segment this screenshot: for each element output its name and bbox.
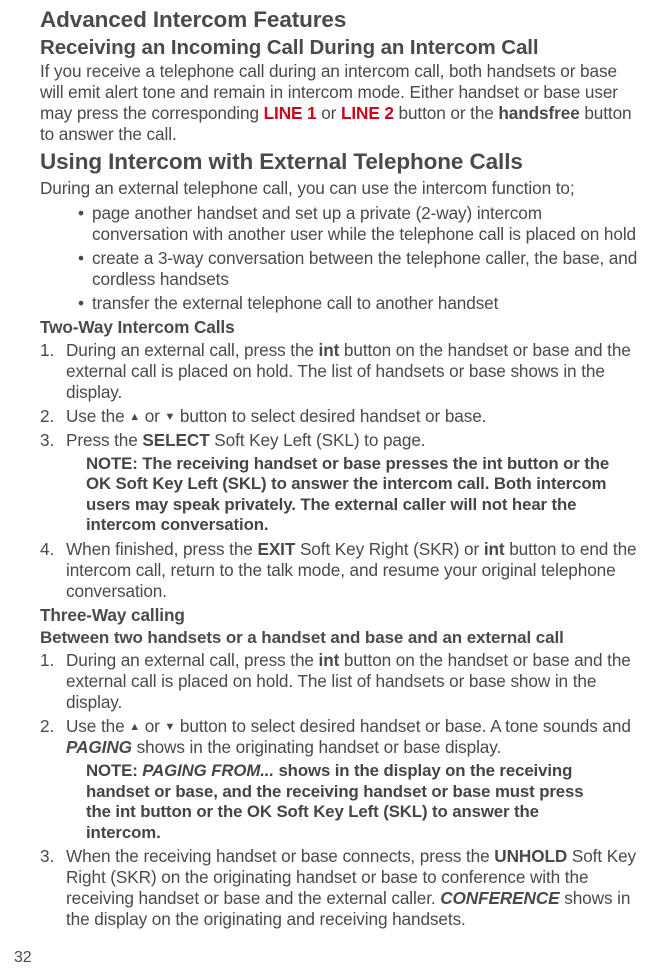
- list-item: 3.When the receiving handset or base con…: [40, 846, 639, 930]
- text: When finished, press the EXIT Soft Key R…: [66, 539, 639, 602]
- int-label: int: [319, 650, 340, 670]
- page-number: 32: [14, 948, 639, 968]
- up-arrow-icon: ▲: [129, 721, 140, 733]
- text: Press the: [66, 430, 142, 450]
- paging-label: PAGING: [66, 737, 132, 757]
- int-label: int: [484, 539, 505, 559]
- item-number: 1.: [40, 650, 66, 713]
- bullet-list: •page another handset and set up a priva…: [40, 203, 639, 314]
- text: button or the: [394, 103, 499, 123]
- page-title: Advanced Intercom Features: [40, 6, 639, 33]
- list-item: •transfer the external telephone call to…: [78, 293, 639, 314]
- select-label: SELECT: [142, 430, 209, 450]
- text: page another handset and set up a privat…: [92, 203, 639, 245]
- item-number: 2.: [40, 716, 66, 758]
- text: shows in the originating handset or base…: [132, 737, 501, 757]
- text: When the receiving handset or base conne…: [66, 846, 639, 930]
- down-arrow-icon: ▼: [164, 411, 175, 423]
- line2-label: LINE 2: [341, 103, 394, 123]
- numbered-list: 3.When the receiving handset or base con…: [40, 846, 639, 930]
- section-heading: Using Intercom with External Telephone C…: [40, 148, 639, 175]
- item-number: 4.: [40, 539, 66, 602]
- down-arrow-icon: ▼: [164, 721, 175, 733]
- text: transfer the external telephone call to …: [92, 293, 498, 314]
- list-item: 2.Use the ▲ or ▼ button to select desire…: [40, 716, 639, 758]
- text: Use the: [66, 716, 129, 736]
- text: During an external call, press the int b…: [66, 340, 639, 403]
- paragraph: If you receive a telephone call during a…: [40, 61, 639, 145]
- text: When the receiving handset or base conne…: [66, 846, 494, 866]
- text: NOTE:: [86, 761, 142, 780]
- note-block: NOTE: PAGING FROM... shows in the displa…: [40, 761, 639, 843]
- int-label: int: [319, 340, 340, 360]
- text: or: [317, 103, 341, 123]
- subsection-heading: Two-Way Intercom Calls: [40, 317, 639, 338]
- item-number: 3.: [40, 430, 66, 451]
- list-item: •create a 3-way conversation between the…: [78, 248, 639, 290]
- bullet-icon: •: [78, 293, 92, 314]
- text: create a 3-way conversation between the …: [92, 248, 639, 290]
- list-item: 1.During an external call, press the int…: [40, 340, 639, 403]
- text: Use the ▲ or ▼ button to select desired …: [66, 406, 486, 427]
- item-number: 1.: [40, 340, 66, 403]
- text: or: [140, 406, 164, 426]
- section-heading: Receiving an Incoming Call During an Int…: [40, 35, 639, 60]
- list-item: 3.Press the SELECT Soft Key Left (SKL) t…: [40, 430, 639, 451]
- text: Press the SELECT Soft Key Left (SKL) to …: [66, 430, 425, 451]
- item-number: 3.: [40, 846, 66, 930]
- text: Soft Key Right (SKR) or: [295, 539, 484, 559]
- text: Use the: [66, 406, 129, 426]
- bullet-icon: •: [78, 248, 92, 290]
- text: When finished, press the: [66, 539, 257, 559]
- numbered-list: 4.When finished, press the EXIT Soft Key…: [40, 539, 639, 602]
- item-number: 2.: [40, 406, 66, 427]
- note-block: NOTE: The receiving handset or base pres…: [40, 454, 639, 536]
- list-item: 1.During an external call, press the int…: [40, 650, 639, 713]
- manual-page: Advanced Intercom Features Receiving an …: [0, 0, 667, 976]
- up-arrow-icon: ▲: [129, 411, 140, 423]
- list-item: 2.Use the ▲ or ▼ button to select desire…: [40, 406, 639, 427]
- paging-from-label: PAGING FROM...: [142, 761, 274, 780]
- numbered-list: 1.During an external call, press the int…: [40, 340, 639, 451]
- conference-label: CONFERENCE: [440, 888, 559, 908]
- text: During an external call, press the: [66, 650, 319, 670]
- subsection-subheading: Between two handsets or a handset and ba…: [40, 628, 639, 649]
- subsection-heading: Three-Way calling: [40, 605, 639, 626]
- text: button to select desired handset or base…: [175, 406, 486, 426]
- line1-label: LINE 1: [264, 103, 317, 123]
- numbered-list: 1.During an external call, press the int…: [40, 650, 639, 758]
- handsfree-label: handsfree: [498, 103, 579, 123]
- text: During an external call, press the: [66, 340, 319, 360]
- text: During an external call, press the int b…: [66, 650, 639, 713]
- text: Soft Key Left (SKL) to page.: [210, 430, 426, 450]
- unhold-label: UNHOLD: [494, 846, 567, 866]
- text: or: [140, 716, 164, 736]
- list-item: 4.When finished, press the EXIT Soft Key…: [40, 539, 639, 602]
- list-item: •page another handset and set up a priva…: [78, 203, 639, 245]
- paragraph: During an external telephone call, you c…: [40, 178, 639, 199]
- text: button to select desired handset or base…: [175, 716, 631, 736]
- exit-label: EXIT: [257, 539, 295, 559]
- text: Use the ▲ or ▼ button to select desired …: [66, 716, 639, 758]
- bullet-icon: •: [78, 203, 92, 245]
